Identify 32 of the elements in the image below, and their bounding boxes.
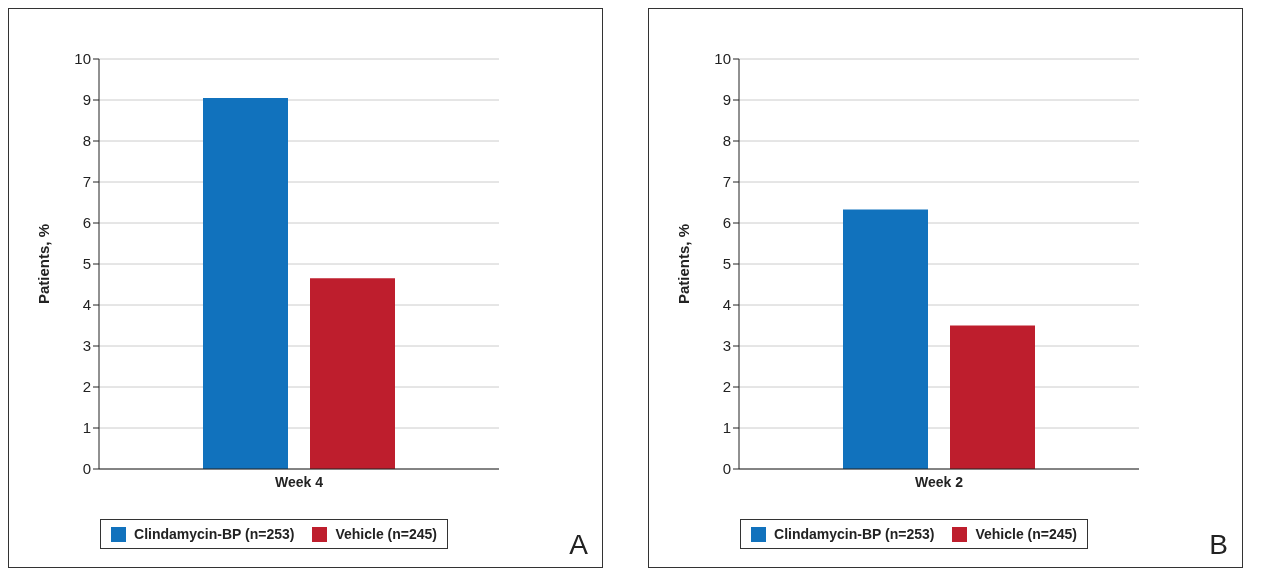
x-tick-label: Week 4 <box>275 473 324 490</box>
y-tick-label: 1 <box>722 419 731 437</box>
y-tick-label: 3 <box>82 337 91 355</box>
y-axis-title: Patients, % <box>35 223 53 305</box>
y-tick-label: 7 <box>722 173 731 191</box>
y-tick-label: 9 <box>722 91 731 109</box>
y-tick-label: 0 <box>82 460 91 478</box>
legend-label: Vehicle (n=245) <box>974 526 1077 542</box>
y-tick-label: 1 <box>82 419 91 437</box>
y-tick-label: 3 <box>722 337 731 355</box>
y-axis-title: Patients, % <box>675 223 693 305</box>
y-tick-label: 5 <box>82 255 91 273</box>
y-tick-label: 4 <box>82 296 91 314</box>
y-tick-label: 2 <box>82 378 91 396</box>
legend-label: Vehicle (n=245) <box>334 526 437 542</box>
x-tick-label: Week 2 <box>915 473 964 490</box>
y-tick-label: 5 <box>722 255 731 273</box>
text: B <box>1209 529 1228 561</box>
y-tick-label: 2 <box>722 378 731 396</box>
legend-label: Clindamycin-BP (n=253) <box>773 526 935 542</box>
y-tick-label: 0 <box>722 460 731 478</box>
y-tick-label: 7 <box>82 173 91 191</box>
y-tick-label: 9 <box>82 91 91 109</box>
y-tick-label: 8 <box>82 132 91 150</box>
y-tick-label: 8 <box>722 132 731 150</box>
y-tick-label: 10 <box>74 50 91 68</box>
y-tick-label: 6 <box>82 214 91 232</box>
y-tick-label: 10 <box>714 50 731 68</box>
legend-label: Clindamycin-BP (n=253) <box>133 526 295 542</box>
y-tick-label: 4 <box>722 296 731 314</box>
y-tick-label: 6 <box>722 214 731 232</box>
text: A <box>569 529 588 561</box>
